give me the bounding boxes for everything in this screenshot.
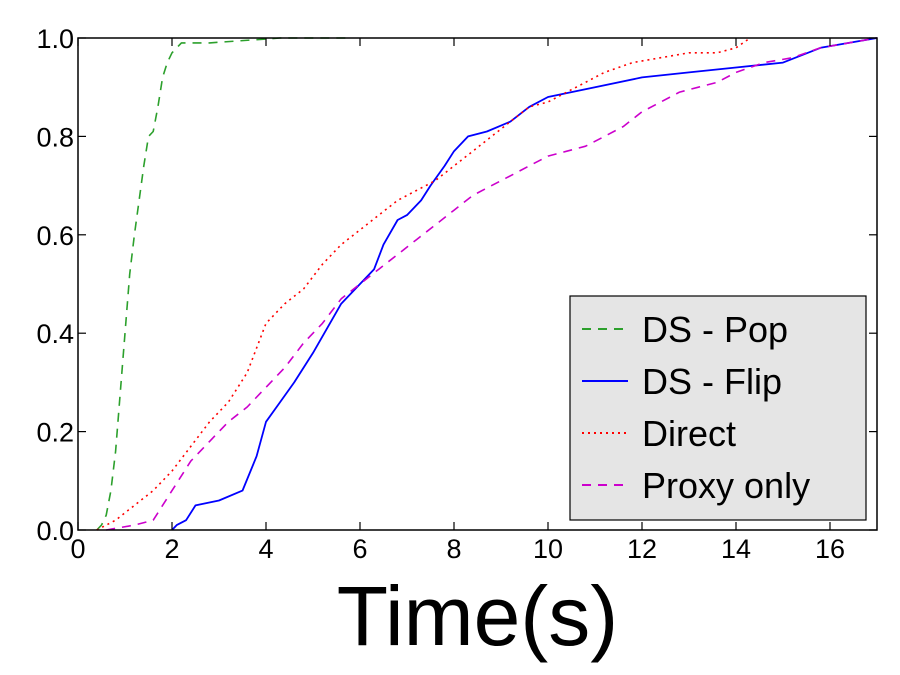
legend-label: DS - Flip xyxy=(642,361,782,402)
series-line-4 xyxy=(106,37,878,531)
plot-area-frame xyxy=(77,37,878,531)
axis-ticks: 0 2 4 6 8 10 12 14 16 0.0 0.2 0.4 0.6 0.8 1.0 xyxy=(36,24,877,564)
legend-label: DS - Pop xyxy=(642,309,788,350)
x-tick-label: 10 xyxy=(533,534,563,564)
x-tick-label: 2 xyxy=(164,534,179,564)
x-tick-label: 16 xyxy=(815,534,845,564)
series-layer xyxy=(96,37,878,531)
y-tick-label: 0.4 xyxy=(36,319,74,349)
x-tick-label: 12 xyxy=(627,534,657,564)
x-tick-label: 6 xyxy=(352,534,367,564)
x-tick-label: 4 xyxy=(258,534,273,564)
series-line-2 xyxy=(171,37,878,531)
legend-label: Direct xyxy=(642,413,736,454)
legend-box xyxy=(569,295,867,521)
legend-label: Proxy only xyxy=(642,465,810,506)
x-tick-label: 8 xyxy=(446,534,461,564)
series-line-1 xyxy=(96,37,351,531)
x-axis-title: Time(s) xyxy=(337,569,619,663)
y-tick-label: 0.6 xyxy=(36,221,74,251)
legend: DS - Pop DS - Flip Direct Proxy only xyxy=(569,295,867,521)
x-tick-label: 14 xyxy=(721,534,751,564)
series-line-3 xyxy=(96,37,751,531)
y-tick-label: 0.0 xyxy=(36,516,74,546)
x-tick-label: 0 xyxy=(70,534,85,564)
y-tick-label: 0.2 xyxy=(36,418,74,448)
y-tick-label: 0.8 xyxy=(36,122,74,152)
y-tick-label: 1.0 xyxy=(36,24,74,54)
